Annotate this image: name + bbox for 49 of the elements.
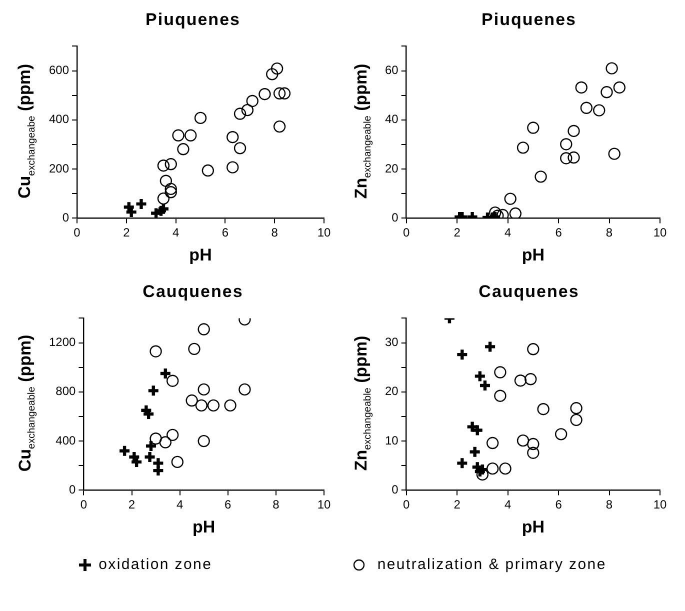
y-tick-label: 400 <box>56 433 76 448</box>
y-tick-label: 20 <box>384 384 399 398</box>
x-tick-label: 4 <box>504 226 512 240</box>
y-tick-label: 200 <box>48 161 70 176</box>
legend-label: neutralization & primary zone <box>376 556 606 573</box>
x-axis-title: pH <box>192 517 216 536</box>
x-tick-label: 8 <box>271 226 278 240</box>
x-axis-title: pH <box>189 245 212 264</box>
x-tick-label: 4 <box>504 498 512 512</box>
x-tick-label: 6 <box>555 226 562 240</box>
y-tick-label: 1200 <box>48 335 76 350</box>
x-tick-label: 0 <box>403 226 410 240</box>
x-axis-title: pH <box>522 245 545 264</box>
x-tick-label: 8 <box>272 498 280 512</box>
chart-title: Piuquenes <box>144 10 242 30</box>
x-tick-label: 6 <box>224 498 232 512</box>
x-tick-label: 2 <box>454 498 461 512</box>
y-tick-label: 0 <box>62 210 70 225</box>
x-tick-label: 6 <box>555 498 562 512</box>
x-tick-label: 10 <box>653 226 667 240</box>
legend-label: oxidation zone <box>98 556 212 573</box>
x-tick-label: 2 <box>454 226 461 240</box>
y-tick-label: 60 <box>384 63 399 78</box>
x-tick-label: 0 <box>80 498 88 512</box>
x-tick-label: 8 <box>606 226 613 240</box>
chart-title: Cauquenes <box>478 282 580 302</box>
y-tick-label: 0 <box>69 482 76 497</box>
y-tick-label: 400 <box>48 112 70 126</box>
x-tick-label: 10 <box>653 498 667 512</box>
y-tick-label: 30 <box>384 335 399 350</box>
x-tick-label: 6 <box>222 226 229 240</box>
x-tick-label: 2 <box>123 226 130 240</box>
x-tick-label: 8 <box>606 498 613 512</box>
y-tick-label: 10 <box>384 433 399 448</box>
y-tick-label: 800 <box>56 384 76 398</box>
x-tick-label: 2 <box>128 498 136 512</box>
x-tick-label: 0 <box>403 498 410 512</box>
x-tick-label: 10 <box>317 498 331 512</box>
y-tick-label: 0 <box>392 210 399 225</box>
y-tick-label: 40 <box>384 112 399 126</box>
y-tick-label: 600 <box>48 63 70 78</box>
chart-title: Piuquenes <box>480 10 578 30</box>
x-axis-title: pH <box>522 517 545 536</box>
y-tick-label: 0 <box>392 482 399 497</box>
x-tick-label: 4 <box>172 226 180 240</box>
y-tick-label: 20 <box>384 161 399 176</box>
x-tick-label: 10 <box>317 226 331 240</box>
x-tick-label: 4 <box>176 498 184 512</box>
chart-title: Cauquenes <box>142 282 244 302</box>
